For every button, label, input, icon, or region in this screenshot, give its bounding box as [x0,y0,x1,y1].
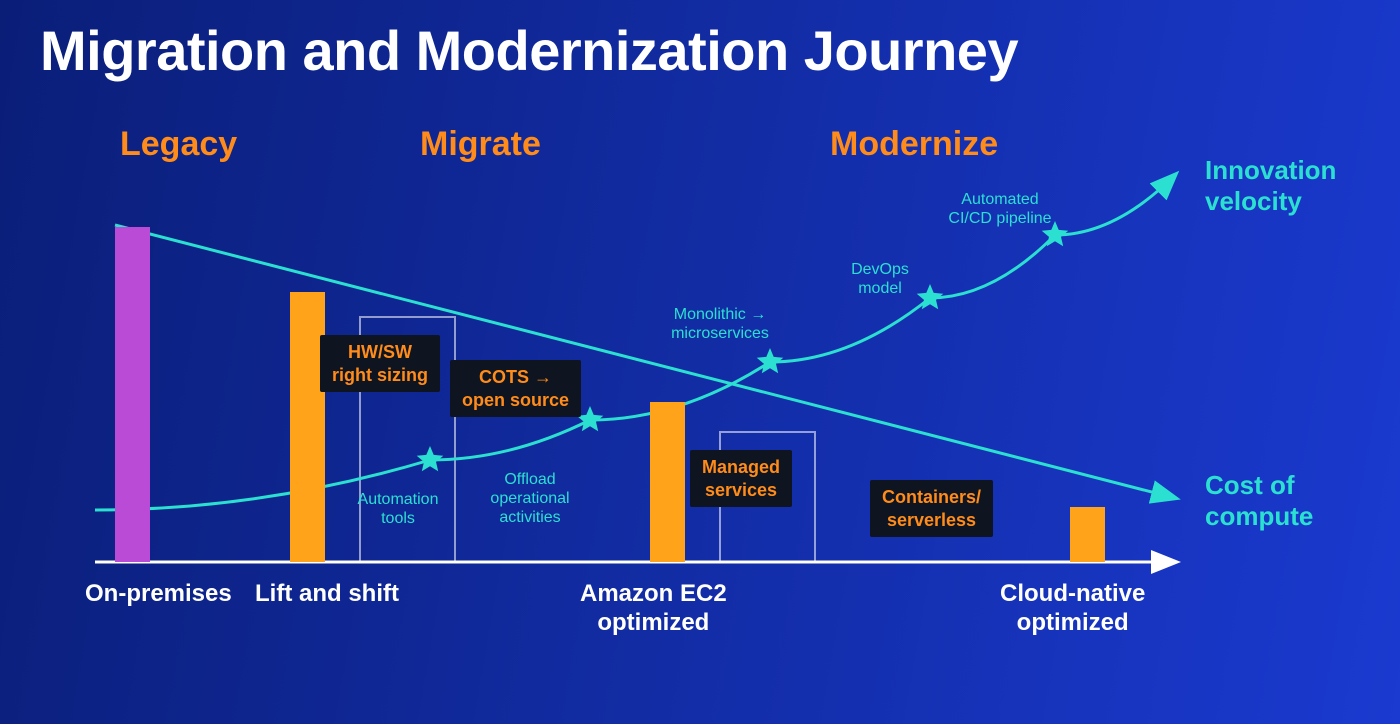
side-label-cost: Cost ofcompute [1205,470,1313,532]
side-labels-layer: Innovationvelocity Cost ofcompute [0,0,1400,724]
slide-root: Migration and Modernization Journey Lega… [0,0,1400,724]
side-label-innovation: Innovationvelocity [1205,155,1336,217]
